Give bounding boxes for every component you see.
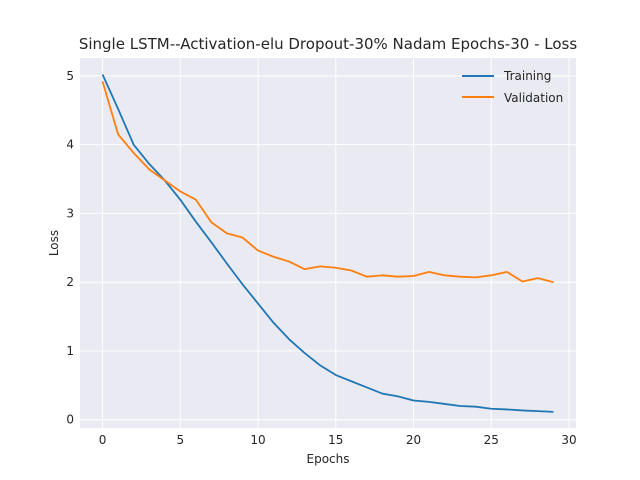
chart-title: Single LSTM--Activation-elu Dropout-30% … [79, 35, 577, 53]
series-lines [101, 74, 554, 413]
x-tick-labels: 0 5 10 15 20 25 30 [99, 433, 577, 447]
legend: Training Validation [462, 69, 563, 105]
y-tick-label: 2 [66, 275, 74, 289]
y-tick-label: 0 [66, 413, 74, 427]
y-tick-label: 3 [66, 206, 74, 220]
y-tick-label: 1 [66, 344, 74, 358]
x-tick-label: 30 [561, 433, 576, 447]
y-tick-labels: 0 1 2 3 4 5 [66, 69, 74, 427]
x-tick-label: 10 [250, 433, 265, 447]
series-line-validation [101, 81, 554, 284]
x-tick-label: 5 [176, 433, 184, 447]
y-tick-label: 4 [66, 138, 74, 152]
x-tick-label: 20 [406, 433, 421, 447]
y-axis-label: Loss [47, 230, 61, 256]
x-axis-label: Epochs [307, 452, 350, 466]
x-tick-label: 0 [99, 433, 107, 447]
x-tick-label: 25 [484, 433, 499, 447]
plot-background [80, 58, 576, 428]
legend-training-label: Training [503, 69, 551, 83]
series-line-training [101, 74, 554, 413]
x-gridlines [102, 58, 570, 428]
x-tick-label: 15 [328, 433, 343, 447]
legend-validation-label: Validation [504, 91, 563, 105]
y-tick-label: 5 [66, 69, 74, 83]
